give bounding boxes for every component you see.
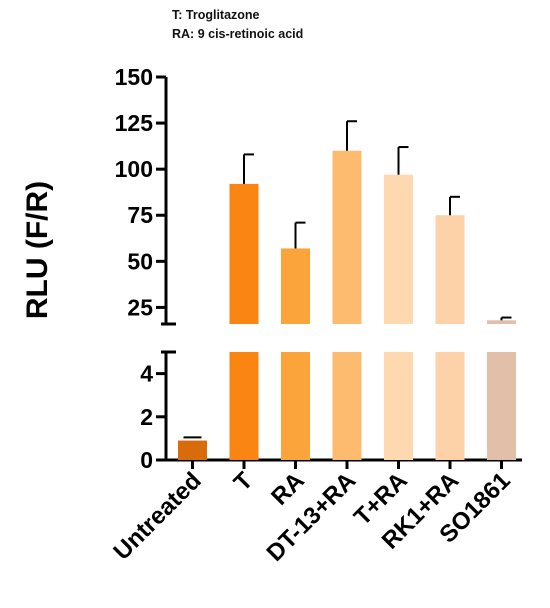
note-retinoic-acid: RA: 9 cis-retinoic acid (172, 27, 304, 41)
bar-lower (435, 352, 465, 460)
bar-upper (332, 150, 362, 324)
bar-upper (487, 320, 516, 324)
y-tick-label: 25 (127, 294, 153, 320)
bar-lower (487, 352, 516, 460)
y-tick-label: 0 (140, 447, 153, 473)
chart-notes: T: Troglitazone RA: 9 cis-retinoic acid (172, 6, 303, 44)
bar-lower (384, 352, 413, 460)
bar (178, 440, 207, 460)
y-tick-label: 150 (115, 64, 153, 90)
error-bars (183, 120, 512, 439)
bar-upper (435, 215, 465, 324)
note-troglitazone: T: Troglitazone (172, 8, 260, 22)
bar-upper (384, 174, 413, 324)
y-tick-label: 125 (115, 110, 154, 136)
bars (178, 150, 516, 460)
y-tick-label: 50 (127, 248, 153, 274)
bar-lower (281, 352, 310, 460)
y-tick-label: 2 (140, 404, 153, 430)
bar-lower (332, 352, 362, 460)
bar-lower (229, 352, 259, 460)
y-tick-label: 75 (127, 202, 153, 228)
bar-upper (229, 183, 259, 324)
y-tick-label: 4 (140, 361, 153, 387)
y-axis-label: RLU (F/R) (21, 181, 54, 319)
x-tick-label: T (229, 467, 259, 497)
y-tick-label: 100 (115, 156, 153, 182)
y-ticks: 0 2 4 25 50 75 100 125 150 (115, 64, 166, 473)
x-tick-label: RA (266, 467, 310, 511)
x-tick-label: Untreated (108, 467, 206, 565)
bar-upper (281, 248, 310, 324)
